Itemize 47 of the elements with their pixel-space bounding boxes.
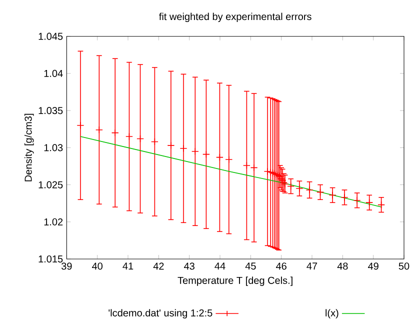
x-tick-label: 49 (368, 262, 378, 270)
x-tick-label: 42 (153, 262, 164, 270)
legend-label: 'lcdemo.dat' using 1:2:5 (108, 309, 212, 318)
y-tick-label: 1.035 (38, 107, 63, 114)
point (340, 194, 348, 202)
point (242, 162, 250, 170)
line-series (80, 136, 382, 208)
y-tick-label: 1.04 (44, 70, 63, 77)
point (316, 188, 324, 196)
point (150, 138, 158, 146)
legend-label: l(x) (326, 309, 338, 318)
x-tick-label: 39 (61, 262, 72, 270)
x-tick-label: 41 (122, 262, 134, 270)
point (378, 201, 386, 209)
x-axis-title: Temperature T [deg Cels.] (178, 276, 292, 286)
point (180, 144, 188, 152)
x-tick-label: 50 (398, 262, 410, 270)
point (191, 148, 199, 156)
y-tick-label: 1.02 (44, 218, 63, 226)
y-tick-label: 1.045 (38, 32, 63, 40)
x-tick-label: 46 (276, 262, 286, 270)
x-tick-label: 45 (245, 262, 256, 270)
y-axis-title: Density [g/cm3] (24, 114, 34, 182)
point (76, 122, 84, 130)
x-tick-label: 47 (306, 262, 318, 270)
point (353, 196, 361, 204)
point (296, 184, 304, 192)
point (136, 135, 144, 142)
chart-title: fit weighted by experimental errors (159, 12, 312, 22)
point (111, 129, 119, 137)
point (328, 191, 336, 199)
y-tick-label: 1.015 (38, 255, 63, 263)
x-tick-label: 40 (92, 262, 103, 270)
point (95, 126, 103, 134)
y-tick-label: 1.025 (38, 181, 63, 188)
x-tick-label: 44 (214, 262, 226, 270)
y-tick-label: 1.03 (44, 144, 63, 152)
point (202, 150, 210, 158)
point (250, 164, 258, 172)
x-tick-label: 43 (184, 262, 194, 270)
x-tick-label: 48 (337, 262, 348, 270)
point (167, 142, 175, 150)
point (306, 186, 314, 194)
point (125, 132, 133, 140)
point (216, 154, 224, 162)
point (225, 156, 233, 164)
point (366, 198, 374, 206)
